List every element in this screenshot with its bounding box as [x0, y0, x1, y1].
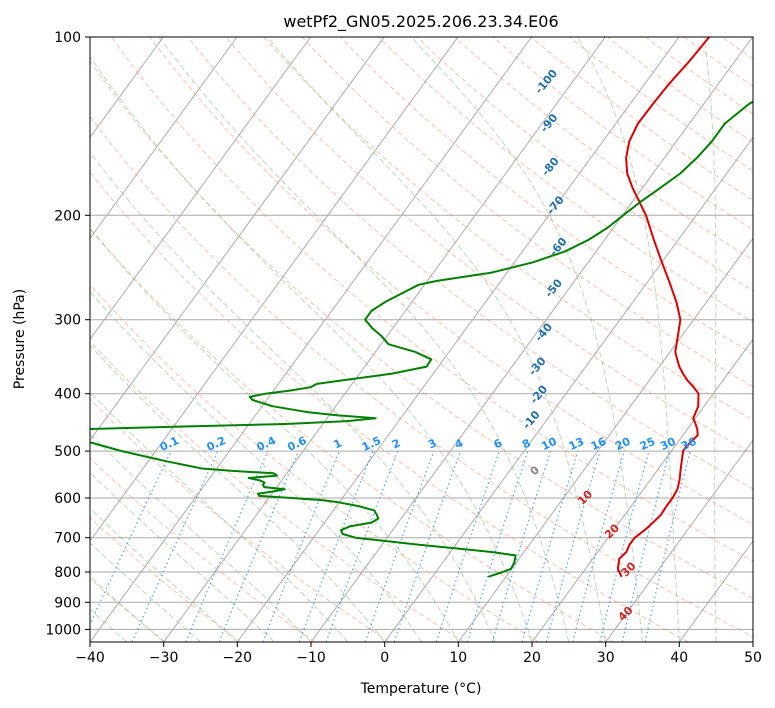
- x-tick-label: −30: [149, 650, 179, 666]
- mixing-ratio-line: [262, 450, 340, 642]
- isotherm-line: [457, 237, 753, 642]
- x-tick-label: −10: [296, 650, 326, 666]
- isotherm-line: [90, 37, 238, 240]
- x-axis: −40 −30 −20 −10 0 10 20 30 40 50: [75, 642, 762, 666]
- dry-adiabat-line: [90, 171, 689, 642]
- mixing-ratio-label: 30: [658, 435, 678, 453]
- y-tick-label: 200: [54, 208, 81, 224]
- mixing-ratio-label: 16: [589, 435, 609, 453]
- y-axis: 100 200 300 400 500 600 700 800 900 1000: [45, 30, 90, 638]
- chart-title: wetPf2_GN05.2025.206.23.34.E06: [283, 12, 558, 32]
- dry-adiabat-line: [90, 60, 753, 600]
- mixing-ratio-label: 13: [567, 435, 586, 453]
- dry-adiabat-line: [90, 340, 465, 642]
- x-axis-label: Temperature (°C): [360, 681, 482, 697]
- mixing-ratio-line: [298, 450, 374, 642]
- dry-adiabat-line: [110, 37, 753, 562]
- moist-adiabat-line: [90, 507, 238, 642]
- y-tick-label: 400: [54, 387, 81, 403]
- y-tick-label: 600: [54, 491, 81, 507]
- dry-adiabat-line: [225, 37, 753, 455]
- moist-adiabat-line: [577, 37, 680, 642]
- mixing-ratio-label: 10: [539, 435, 559, 453]
- mixing-ratio-line: [90, 450, 172, 626]
- mixing-ratio-line: [491, 450, 552, 642]
- moist-adiabat-line: [90, 55, 533, 642]
- moist-adiabat-line: [90, 228, 459, 642]
- moist-adiabat-line: [90, 471, 275, 642]
- plot-frame: [89, 36, 754, 643]
- moist-adiabat-line: [158, 37, 570, 642]
- mixing-ratio-line: [466, 450, 529, 642]
- mixing-ratio-label: 25: [638, 435, 657, 453]
- moist-adiabat-line: [266, 37, 607, 642]
- mixing-ratio-line: [545, 450, 601, 642]
- x-tick-label: −40: [75, 650, 105, 666]
- moist-adiabat-line: [90, 391, 349, 642]
- y-tick-label: 700: [54, 531, 81, 547]
- x-tick-label: −20: [223, 650, 253, 666]
- y-tick-label: 500: [54, 444, 81, 460]
- dewpoint-profile-line: [90, 100, 753, 578]
- dry-adiabat-line: [90, 227, 614, 642]
- dry-adiabat-line: [90, 457, 315, 642]
- x-tick-label: 20: [523, 650, 541, 666]
- isotherm-line: [236, 37, 680, 642]
- moist-adiabat-line: [90, 542, 201, 642]
- dry-adiabat-line: [90, 115, 753, 638]
- isotherm-line: [90, 37, 385, 442]
- x-tick-label: 0: [380, 650, 389, 666]
- x-tick-label: 10: [449, 650, 467, 666]
- x-tick-label: 50: [744, 650, 762, 666]
- y-tick-label: 300: [54, 313, 81, 329]
- mixing-ratio-label: 20: [613, 435, 633, 453]
- y-tick-label: 1000: [45, 622, 81, 638]
- temperature-profile-line: [616, 37, 710, 578]
- dry-adiabat-line: [90, 517, 241, 642]
- moist-adiabat-line: [90, 151, 496, 642]
- dry-adiabat-line: [149, 37, 753, 526]
- dry-adiabat-line: [90, 283, 540, 642]
- moist-adiabat-line: [703, 37, 717, 642]
- moist-adiabat-line: [410, 37, 643, 642]
- dry-adiabat-line: [340, 37, 753, 355]
- moist-adiabat-line: [90, 433, 312, 642]
- dry-adiabat-line: [90, 578, 166, 642]
- dry-adiabat-line: [90, 398, 390, 642]
- moist-adiabat-line: [90, 575, 165, 642]
- x-tick-label: 30: [597, 650, 615, 666]
- isotherm-line: [605, 439, 753, 642]
- y-tick-label: 900: [54, 595, 81, 611]
- plot-area: [90, 37, 753, 642]
- mixing-ratio-line: [521, 450, 579, 642]
- mixing-ratio-label: 36: [679, 435, 699, 453]
- mixing-ratio-line: [393, 450, 462, 642]
- y-axis-label: Pressure (hPa): [12, 289, 28, 389]
- series-lines: [90, 37, 753, 578]
- mixing-ratio-line: [435, 450, 500, 642]
- y-tick-label: 800: [54, 565, 81, 581]
- isotherm-line: [90, 37, 459, 542]
- y-tick-label: 100: [54, 30, 81, 46]
- x-tick-label: 40: [670, 650, 688, 666]
- moist-adiabat-line: [90, 344, 386, 642]
- dry-adiabat-line: [301, 37, 753, 388]
- isotherm-line: [90, 37, 312, 341]
